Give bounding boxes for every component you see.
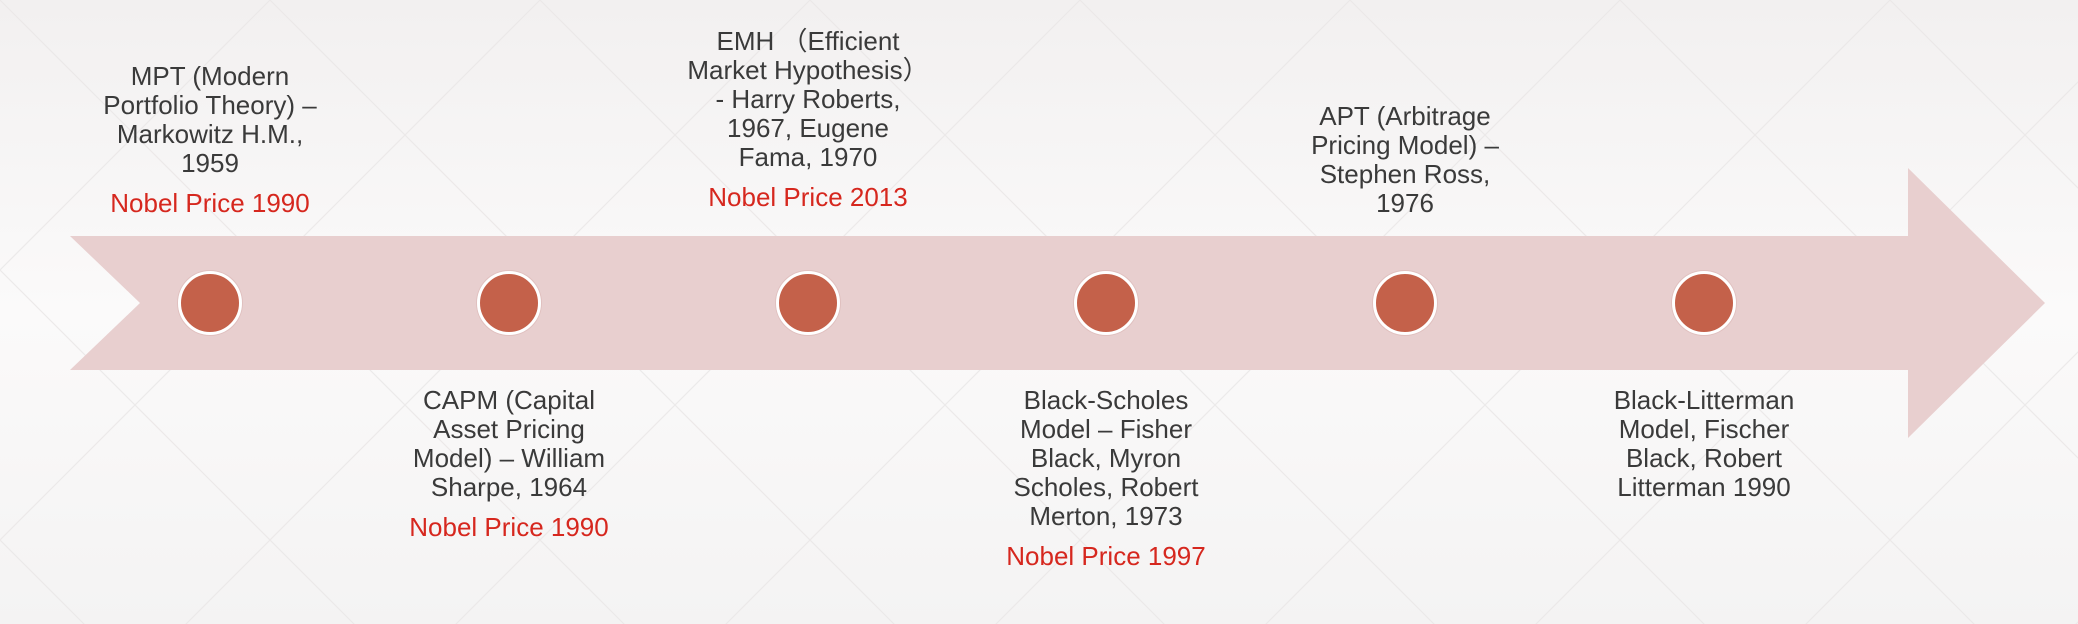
timeline-dot-2 <box>477 271 541 335</box>
event-label-emh: EMH （Efficient Market Hypothesis） - Harr… <box>668 27 948 212</box>
event-label-apt: APT (Arbitrage Pricing Model) – Stephen … <box>1265 102 1545 218</box>
event-label-capm: CAPM (Capital Asset Pricing Model) – Wil… <box>369 386 649 542</box>
event-description: CAPM (Capital Asset Pricing Model) – Wil… <box>412 385 606 502</box>
event-label-black-scholes: Black-Scholes Model – Fisher Black, Myro… <box>966 386 1246 571</box>
event-description: APT (Arbitrage Pricing Model) – Stephen … <box>1311 101 1499 218</box>
timeline-dot-3 <box>776 271 840 335</box>
timeline-dot-4 <box>1074 271 1138 335</box>
timeline-dot-6 <box>1672 271 1736 335</box>
event-label-black-litterman: Black-Litterman Model, Fischer Black, Ro… <box>1564 386 1844 502</box>
timeline-dot-1 <box>178 271 242 335</box>
event-description: MPT (Modern Portfolio Theory) – Markowit… <box>103 61 317 178</box>
arrow-shape <box>70 168 2045 438</box>
nobel-prize-note: Nobel Price 2013 <box>708 182 908 212</box>
nobel-prize-note: Nobel Price 1990 <box>409 512 609 542</box>
nobel-prize-note: Nobel Price 1997 <box>1006 541 1206 571</box>
event-description: EMH （Efficient Market Hypothesis） - Harr… <box>687 26 929 172</box>
event-label-mpt: MPT (Modern Portfolio Theory) – Markowit… <box>70 62 350 218</box>
nobel-prize-note: Nobel Price 1990 <box>110 188 310 218</box>
event-description: Black-Litterman Model, Fischer Black, Ro… <box>1613 385 1795 502</box>
event-description: Black-Scholes Model – Fisher Black, Myro… <box>1013 385 1199 531</box>
timeline-dot-5 <box>1373 271 1437 335</box>
